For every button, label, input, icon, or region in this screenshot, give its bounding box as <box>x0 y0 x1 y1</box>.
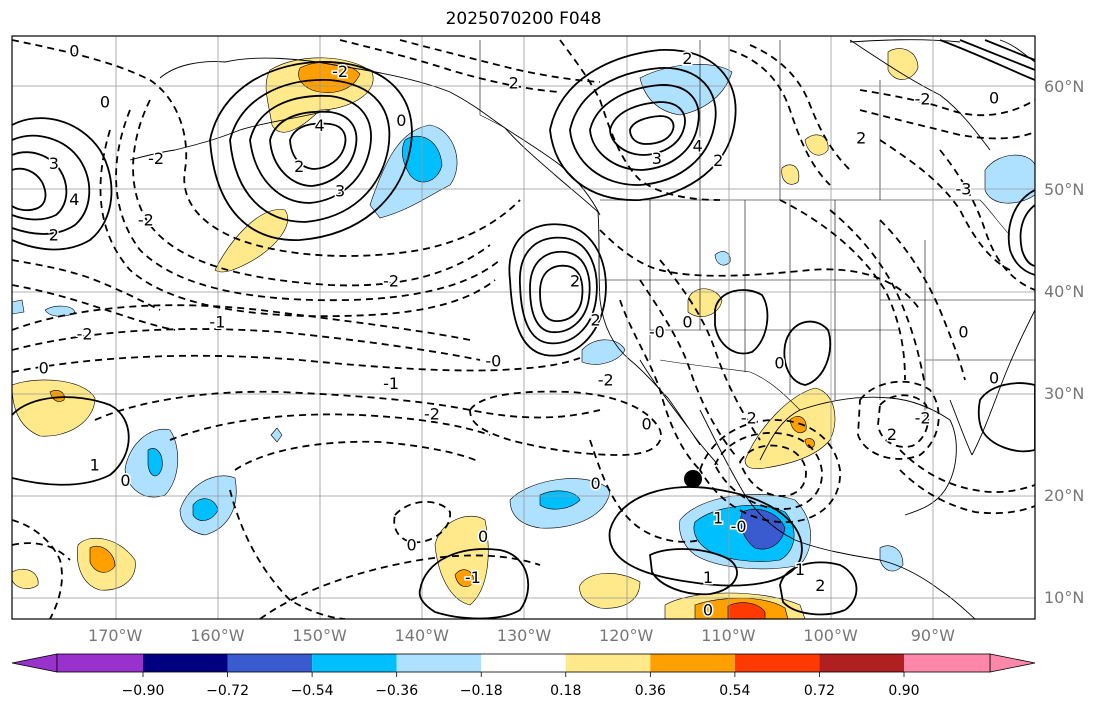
colorbar-segment <box>650 654 735 672</box>
contour-label: 0 <box>396 111 406 130</box>
contour-label: -2 <box>741 409 757 428</box>
colorbar-segment <box>904 654 990 672</box>
contour-label: -0 <box>485 351 501 370</box>
contour-label: 0 <box>39 358 49 377</box>
contour-label: 0 <box>120 471 130 490</box>
contour-label: 0 <box>406 535 416 554</box>
contour-label: 1 <box>795 560 805 579</box>
contour-label: 2 <box>590 310 600 329</box>
longitude-label: 140°W <box>395 626 449 645</box>
contour-label: 4 <box>315 116 325 135</box>
longitude-label: 130°W <box>497 626 551 645</box>
colorbar-tick-label: 0.72 <box>804 683 835 699</box>
contour-label: 2 <box>509 73 519 92</box>
longitude-label: 160°W <box>190 626 244 645</box>
colorbar-segment <box>819 654 904 672</box>
longitude-label: 170°W <box>88 626 142 645</box>
contour-label: -0 <box>731 517 747 536</box>
contour-label: 1 <box>703 568 713 587</box>
colorbar-tick-label: −0.90 <box>122 683 165 699</box>
latitude-label: 20°N <box>1044 486 1084 505</box>
contour-label: -1 <box>209 312 225 331</box>
colorbar-segment <box>481 654 566 672</box>
colorbar-tick-label: 0.90 <box>888 683 919 699</box>
contour-label: 2 <box>570 272 580 291</box>
contour-label: 0 <box>989 369 999 388</box>
colorbar-tick-label: −0.54 <box>291 683 334 699</box>
contour-label: 0 <box>478 527 488 546</box>
contour-label: -2 <box>148 149 164 168</box>
contour-label: -2 <box>383 272 399 291</box>
contour-label: 2 <box>856 129 866 148</box>
contour-label: 0 <box>590 474 600 493</box>
latitude-label: 10°N <box>1044 588 1084 607</box>
contour-label: 1 <box>90 456 100 475</box>
colorbar-segment <box>228 654 313 672</box>
colorbar <box>12 654 1035 677</box>
colorbar-tick-label: −0.72 <box>206 683 249 699</box>
contour-label: 0 <box>958 323 968 342</box>
contour-label: -3 <box>955 180 971 199</box>
latitude-label: 40°N <box>1044 282 1084 301</box>
latitude-label: 60°N <box>1044 77 1084 96</box>
contour-label: 2 <box>682 49 692 68</box>
colorbar-segment <box>735 654 820 672</box>
colorbar-tick-label: −0.18 <box>460 683 503 699</box>
colorbar-tick-label: −0.36 <box>375 683 418 699</box>
contour-label: 0 <box>703 601 713 620</box>
colorbar-tick-label: 0.36 <box>635 683 666 699</box>
colorbar-extension-low <box>12 654 57 672</box>
colorbar-segment <box>57 654 143 672</box>
colorbar-tick-label: 0.54 <box>719 683 750 699</box>
contour-label: -2 <box>915 409 931 428</box>
latitude-label: 30°N <box>1044 384 1084 403</box>
longitude-label: 120°W <box>599 626 653 645</box>
colorbar-segment <box>566 654 651 672</box>
colorbar-segment <box>143 654 228 672</box>
contour-label: -2 <box>915 90 931 109</box>
contour-label: -1 <box>383 374 399 393</box>
contour-label: -2 <box>424 404 440 423</box>
location-marker-dot <box>684 470 702 488</box>
contour-label: 2 <box>815 576 825 595</box>
contour-label: 1 <box>713 509 723 528</box>
colorbar-extension-high <box>990 654 1035 672</box>
contour-label: -0 <box>649 323 665 342</box>
contour-label: 2 <box>49 226 59 245</box>
colorbar-tick-label: 0.18 <box>550 683 581 699</box>
contour-label: 0 <box>100 93 110 112</box>
contour-label: 0 <box>682 312 692 331</box>
contour-label: 3 <box>335 182 345 201</box>
shade-blue-ontario <box>985 155 1035 203</box>
contour-label: 0 <box>989 89 999 108</box>
contour-label: 2 <box>713 151 723 170</box>
contour-label: 4 <box>693 137 703 156</box>
contour-label: 3 <box>652 149 662 168</box>
contour-label: 2 <box>294 157 304 176</box>
longitude-label: 100°W <box>803 626 857 645</box>
contour-label: 0 <box>69 42 79 61</box>
contour-label: 2 <box>887 425 897 444</box>
contour-label: -2 <box>138 210 154 229</box>
contour-label: -2 <box>332 62 348 81</box>
colorbar-segment <box>312 654 397 672</box>
contour-label: -2 <box>77 325 93 344</box>
latitude-label: 50°N <box>1044 180 1084 199</box>
colorbar-segment <box>397 654 482 672</box>
contour-label: -1 <box>465 568 481 587</box>
contour-label: 4 <box>69 190 79 209</box>
contour-label: 0 <box>642 415 652 434</box>
longitude-label: 150°W <box>292 626 346 645</box>
longitude-label: 90°W <box>911 626 955 645</box>
longitude-label: 110°W <box>701 626 755 645</box>
contour-label: -2 <box>598 371 614 390</box>
contour-label: 3 <box>49 154 59 173</box>
contour-label: 0 <box>774 353 784 372</box>
